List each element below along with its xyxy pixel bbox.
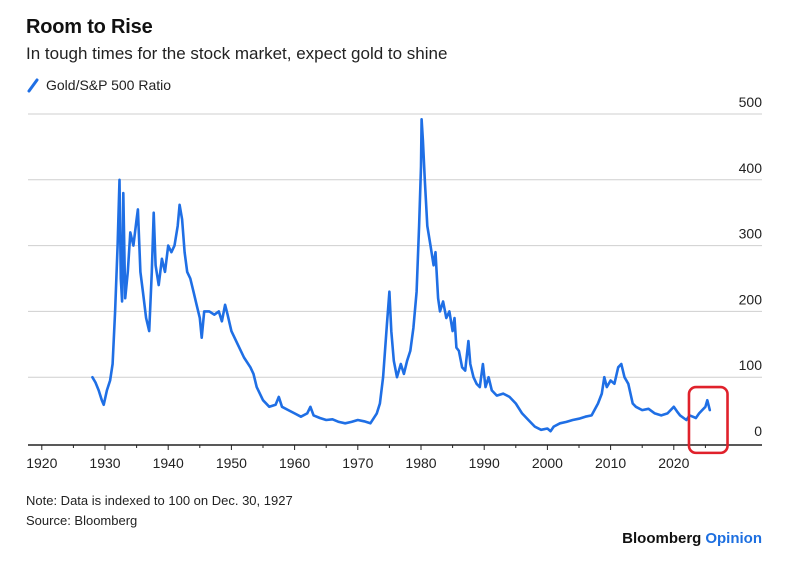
footnote: Note: Data is indexed to 100 on Dec. 30,…	[26, 491, 293, 531]
y-tick-label: 300	[739, 226, 763, 242]
y-tick-label: 400	[739, 160, 763, 176]
legend-swatch-icon	[27, 78, 39, 93]
series-line	[91, 118, 712, 433]
y-tick-label: 0	[754, 423, 762, 439]
legend: Gold/S&P 500 Ratio	[26, 77, 171, 93]
highlight-box	[687, 385, 729, 455]
note-text: Note: Data is indexed to 100 on Dec. 30,…	[26, 493, 293, 508]
source-text: Source: Bloomberg	[26, 513, 138, 528]
x-tick-label: 1940	[153, 455, 184, 471]
x-tick-label: 1990	[469, 455, 500, 471]
x-tick-label: 1970	[342, 455, 373, 471]
x-tick-label: 1950	[216, 455, 247, 471]
x-tick-label: 1920	[26, 455, 57, 471]
y-tick-label: 100	[739, 357, 763, 373]
x-tick-label: 1980	[405, 455, 436, 471]
y-tick-label: 500	[739, 94, 763, 110]
x-tick-label: 1960	[279, 455, 310, 471]
x-tick-label: 1930	[89, 455, 120, 471]
y-tick-label: 200	[739, 291, 763, 307]
legend-label: Gold/S&P 500 Ratio	[46, 77, 172, 93]
chart-subtitle: In tough times for the stock market, exp…	[26, 44, 448, 63]
brand-logo: Bloomberg Opinion	[622, 530, 762, 547]
x-tick-label: 2020	[658, 455, 689, 471]
x-tick-label: 2010	[595, 455, 626, 471]
chart-title: Room to Rise	[26, 16, 153, 38]
x-tick-label: 2000	[532, 455, 563, 471]
brand-name: Bloomberg	[622, 530, 702, 547]
brand-section: Opinion	[705, 530, 762, 547]
